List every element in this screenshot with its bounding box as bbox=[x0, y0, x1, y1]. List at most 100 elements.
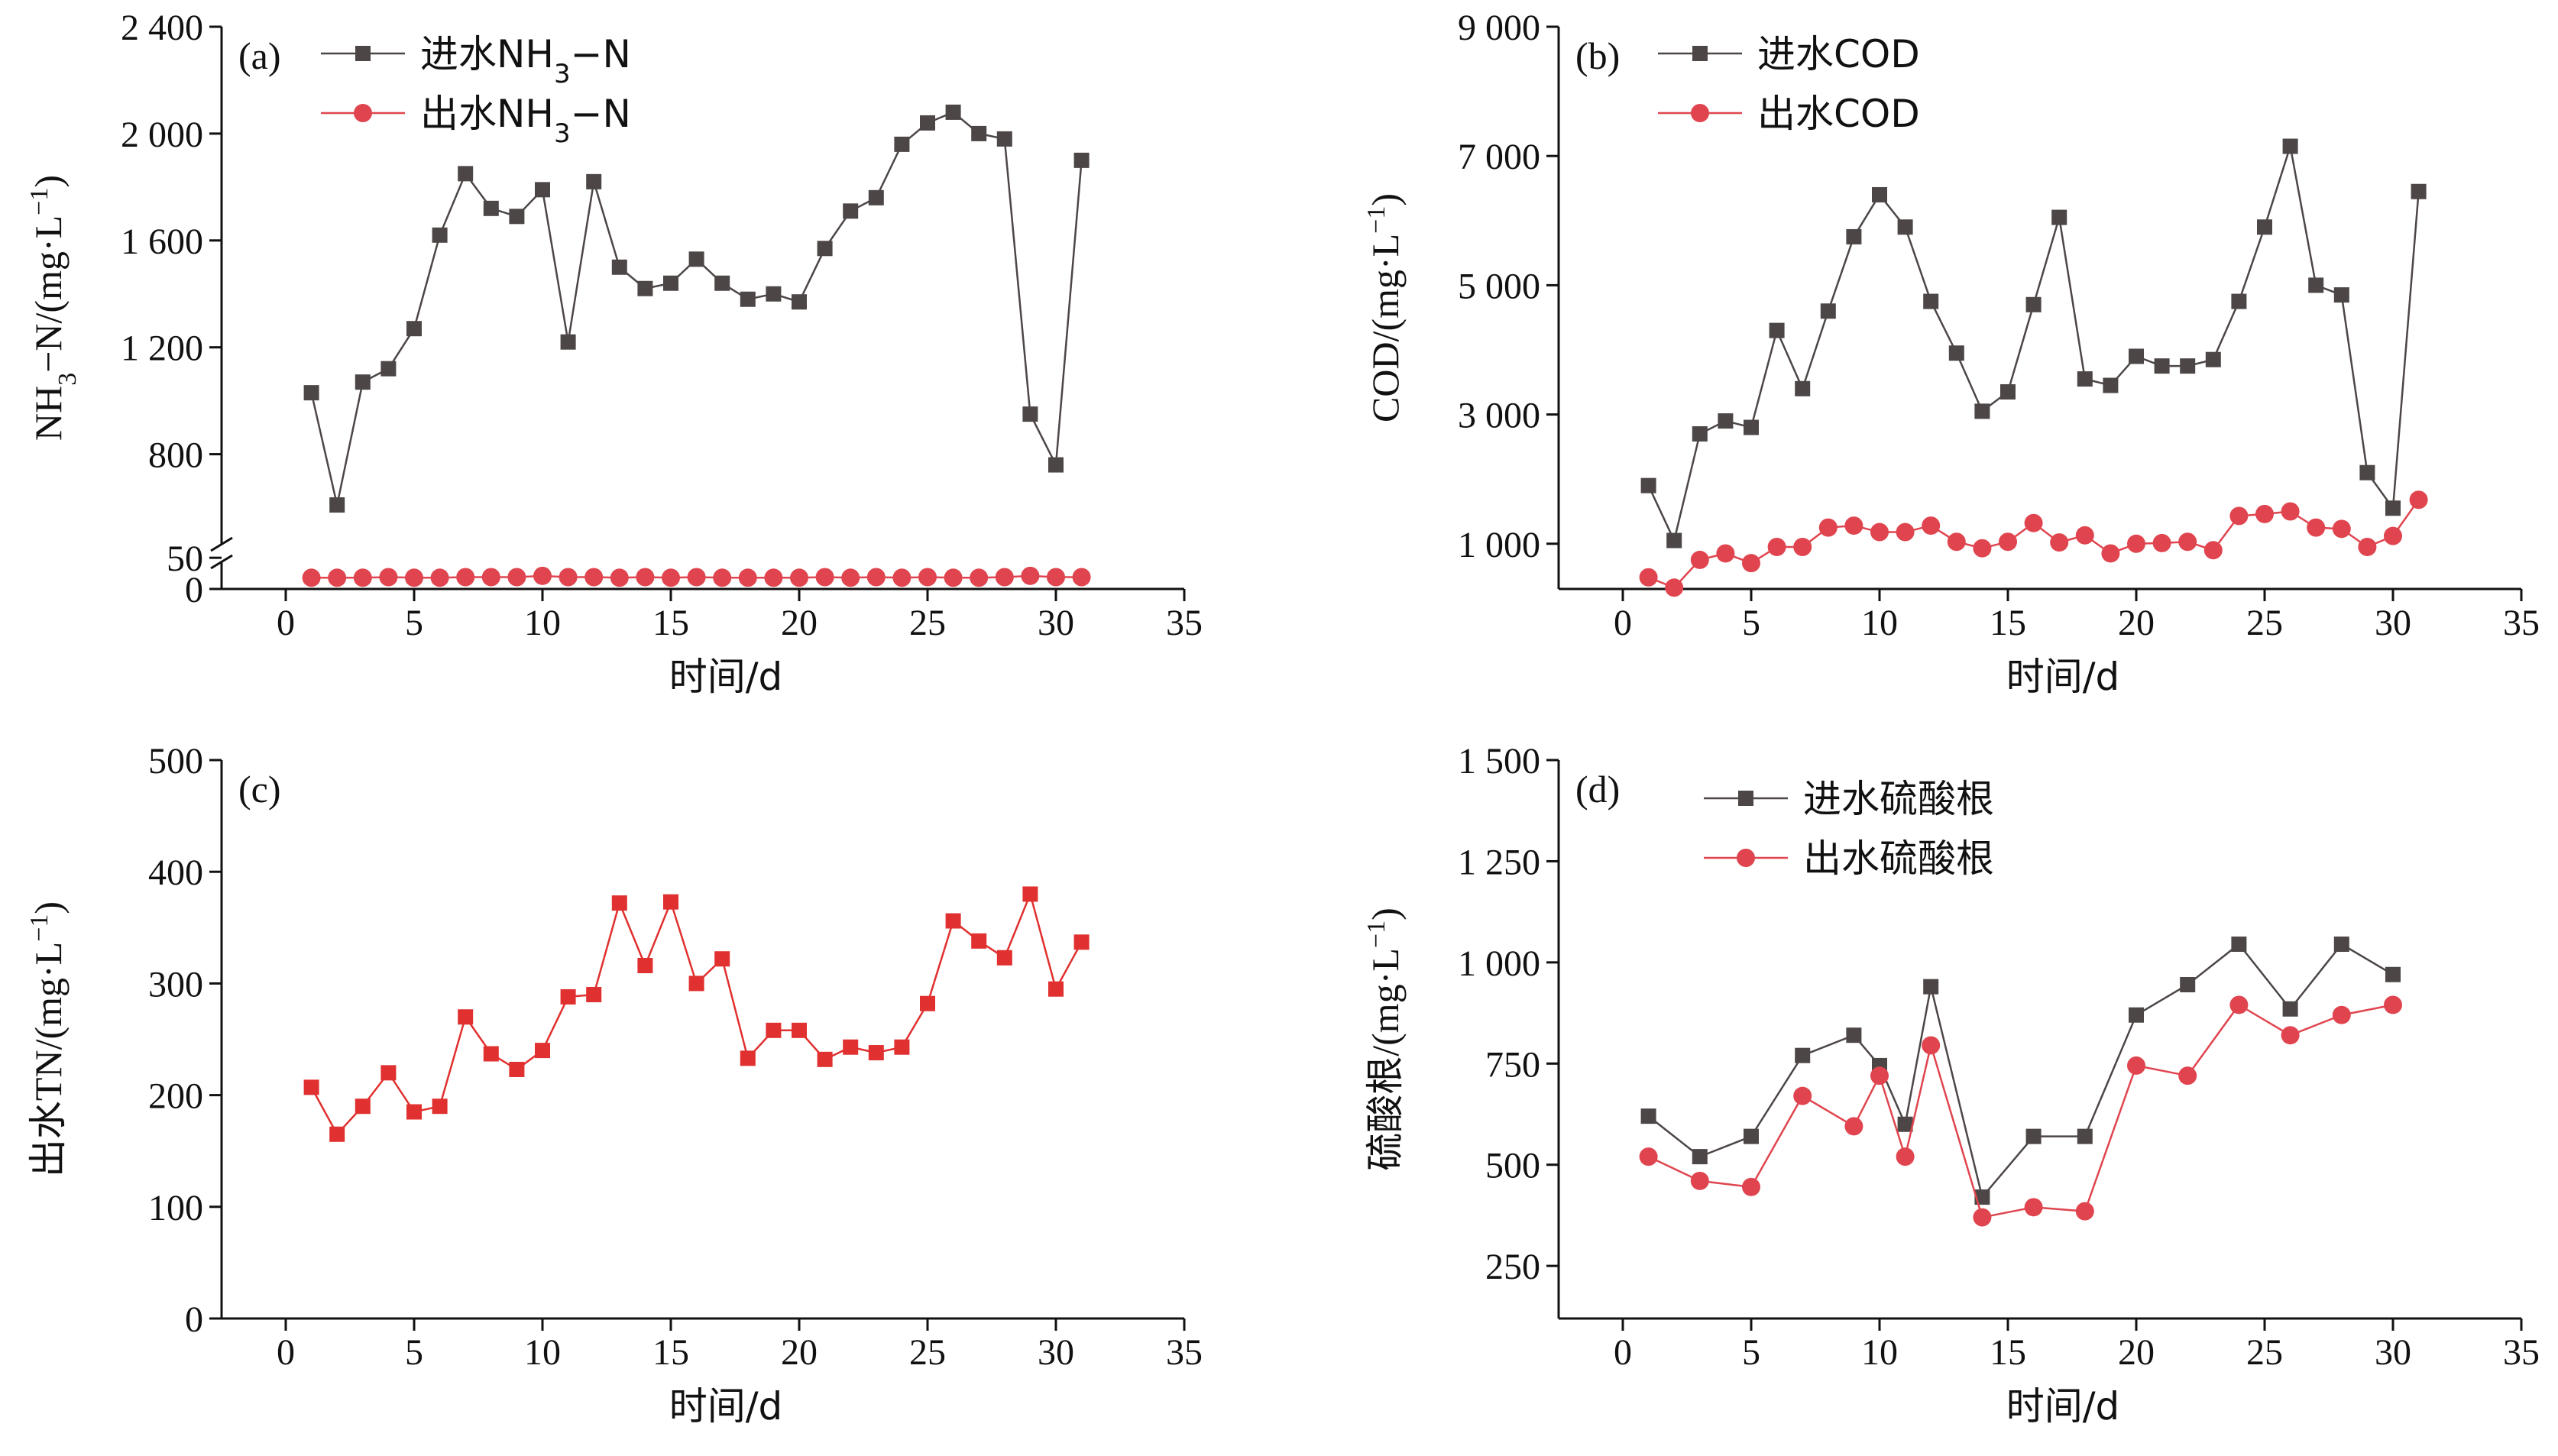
data-point-square bbox=[663, 894, 678, 910]
data-point-circle bbox=[1973, 539, 1992, 558]
data-point-square bbox=[2333, 287, 2349, 303]
legend-label: 进水硫酸根 bbox=[1803, 777, 1994, 821]
data-point-square bbox=[2257, 219, 2272, 235]
data-point-circle bbox=[328, 568, 347, 587]
series-line bbox=[1647, 146, 2420, 544]
data-point-square bbox=[1974, 1189, 1990, 1205]
data-point-circle bbox=[738, 568, 757, 587]
data-point-circle bbox=[1844, 1117, 1863, 1136]
data-point-square bbox=[663, 275, 678, 291]
legend-label-text: 进水COD bbox=[1757, 32, 1920, 76]
data-point-circle bbox=[1973, 1208, 1992, 1227]
data-point-square bbox=[2231, 937, 2247, 953]
data-point-circle bbox=[995, 568, 1014, 587]
y-tick-label: 800 bbox=[148, 435, 203, 476]
data-point-square bbox=[2385, 500, 2401, 516]
data-point-square bbox=[1872, 186, 1887, 202]
data-point-square bbox=[355, 374, 371, 390]
data-point-square bbox=[432, 227, 448, 243]
y-tick-label: 1 000 bbox=[1458, 525, 1540, 565]
x-tick-label: 35 bbox=[1166, 1332, 1203, 1373]
x-tick-label: 0 bbox=[1614, 603, 1632, 643]
x-tick-label: 35 bbox=[1166, 603, 1203, 643]
y-tick-label: 0 bbox=[185, 570, 203, 610]
data-point-circle bbox=[1767, 538, 1786, 557]
y-axis-label-superscript: −1 bbox=[25, 914, 53, 942]
data-point-circle bbox=[1947, 532, 1966, 552]
x-tick-label: 10 bbox=[1861, 1332, 1898, 1373]
data-point-circle bbox=[2229, 995, 2249, 1014]
x-tick-label: 20 bbox=[781, 603, 818, 643]
y-axis-label-superscript: −1 bbox=[1362, 206, 1391, 234]
x-tick-label: 30 bbox=[1038, 1332, 1074, 1373]
data-point-square bbox=[1048, 981, 1064, 997]
y-tick-label: 1 600 bbox=[121, 222, 203, 262]
data-point-square bbox=[355, 1098, 371, 1115]
data-point-square bbox=[792, 294, 807, 310]
data-point-square bbox=[920, 995, 935, 1011]
data-point-circle bbox=[1690, 550, 1709, 569]
data-point-circle bbox=[764, 568, 783, 587]
x-tick-label: 25 bbox=[909, 603, 946, 643]
data-point-circle bbox=[2384, 995, 2402, 1014]
series-line bbox=[1648, 499, 2420, 589]
x-tick-label: 25 bbox=[909, 1332, 946, 1373]
y-axis-label-text: ) bbox=[27, 901, 70, 914]
data-point-square bbox=[996, 950, 1012, 966]
data-point-circle bbox=[1999, 532, 2017, 552]
data-point-square bbox=[329, 497, 345, 513]
chart-panel-b: 0 5 10 15 20 25 30 35 1 000 3 000 5 000 7 000 9 000 时… bbox=[1362, 8, 2540, 699]
data-point-circle bbox=[2255, 504, 2274, 523]
data-point-square bbox=[843, 203, 859, 219]
data-point-square bbox=[2025, 1128, 2042, 1144]
data-point-circle bbox=[2358, 538, 2377, 557]
data-point-square bbox=[1744, 419, 1759, 435]
panel-label: (c) bbox=[238, 768, 281, 811]
x-tick-label: 10 bbox=[524, 603, 561, 643]
y-tick-label: 1 000 bbox=[1458, 943, 1540, 984]
y-axis-label-subscript: 3 bbox=[53, 373, 82, 386]
data-point-square bbox=[1948, 345, 1964, 361]
y-axis-label: COD/(mg·L−1) bbox=[1362, 193, 1407, 422]
legend-label-text: 出水COD bbox=[1757, 92, 1920, 136]
data-point-square bbox=[303, 385, 319, 401]
data-point-square bbox=[1897, 1116, 1913, 1132]
data-point-circle bbox=[2384, 526, 2402, 545]
data-point-square bbox=[1923, 979, 1939, 995]
data-point-square bbox=[509, 209, 525, 225]
legend-marker-square bbox=[355, 46, 371, 61]
y-tick-label: 500 bbox=[1485, 1146, 1540, 1186]
data-point-square bbox=[1666, 532, 1682, 548]
data-point-circle bbox=[1742, 1177, 1760, 1196]
legend-label-text: 出水硫酸根 bbox=[1803, 836, 1994, 881]
data-point-square bbox=[843, 1039, 859, 1055]
data-point-circle bbox=[687, 568, 706, 587]
data-point-square bbox=[766, 1022, 782, 1038]
data-point-square bbox=[766, 286, 782, 302]
data-point-circle bbox=[2101, 544, 2120, 563]
data-point-circle bbox=[1021, 566, 1040, 585]
y-axis-label-text: ) bbox=[1364, 908, 1407, 921]
data-point-circle bbox=[2024, 1198, 2043, 1217]
data-point-circle bbox=[2178, 532, 2197, 552]
data-point-square bbox=[611, 259, 627, 275]
data-point-circle bbox=[1922, 1036, 1941, 1055]
y-tick-label: 0 bbox=[185, 1299, 203, 1340]
data-point-circle bbox=[2050, 533, 2069, 552]
x-tick-label: 25 bbox=[2246, 1332, 2283, 1373]
data-point-square bbox=[303, 1079, 319, 1095]
data-point-circle bbox=[559, 568, 578, 587]
y-axis-label-superscript: −1 bbox=[25, 188, 53, 215]
data-point-square bbox=[1820, 303, 1836, 319]
data-point-circle bbox=[405, 568, 423, 587]
legend-label-text: −N bbox=[571, 32, 631, 76]
data-point-square bbox=[740, 1050, 756, 1066]
series-line bbox=[1647, 943, 2394, 1199]
y-tick-label: 200 bbox=[148, 1076, 203, 1117]
data-point-square bbox=[1923, 293, 1939, 309]
data-point-square bbox=[611, 895, 627, 911]
data-point-circle bbox=[2152, 533, 2171, 552]
x-tick-label: 20 bbox=[781, 1332, 818, 1373]
